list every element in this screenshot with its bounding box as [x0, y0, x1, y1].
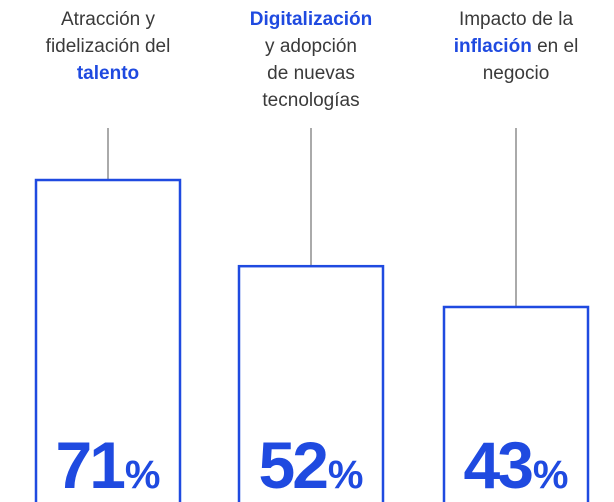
value-unit: % — [125, 453, 161, 497]
category-emphasis: Digitalización — [249, 9, 373, 30]
category-line: Digitalización — [211, 6, 411, 33]
category-text: Impacto de la — [458, 9, 574, 30]
category-label: Digitalización y adopción de nuevas tecnolo… — [211, 6, 411, 114]
value-number: 52 — [259, 428, 328, 502]
category-emphasis: talento — [76, 63, 140, 84]
category-text: Atracción y — [61, 9, 155, 30]
category-text: de nuevas — [267, 63, 355, 84]
category-text: y adopción — [265, 36, 357, 57]
bar — [34, 178, 182, 502]
category-line: Impacto de la — [416, 6, 614, 33]
category-label: Atracción y fidelización del talento — [8, 6, 208, 87]
category-line: negocio — [416, 60, 614, 87]
value-number: 71 — [56, 428, 125, 502]
value-unit: % — [328, 453, 364, 497]
category-text: negocio — [482, 63, 550, 84]
bar — [442, 305, 590, 502]
category-emphasis: inflación — [453, 36, 532, 57]
category-line: tecnologías — [211, 87, 411, 114]
category-line: de nuevas — [211, 60, 411, 87]
category-line: talento — [8, 60, 208, 87]
value-label: 52% — [259, 428, 364, 502]
category-text: en el — [531, 36, 579, 57]
category-line: Atracción y — [8, 6, 208, 33]
value-label: 71% — [56, 428, 161, 502]
category-line: y adopción — [211, 33, 411, 60]
category-line: inflación en el — [416, 33, 614, 60]
bar — [237, 264, 385, 502]
category-text: fidelización del — [45, 36, 171, 57]
category-text: tecnologías — [262, 90, 360, 111]
category-line: fidelización del — [8, 33, 208, 60]
category-label: Impacto de la inflación en el negocio — [416, 6, 614, 87]
value-unit: % — [533, 453, 569, 497]
value-number: 43 — [464, 428, 533, 502]
value-label: 43% — [464, 428, 569, 502]
